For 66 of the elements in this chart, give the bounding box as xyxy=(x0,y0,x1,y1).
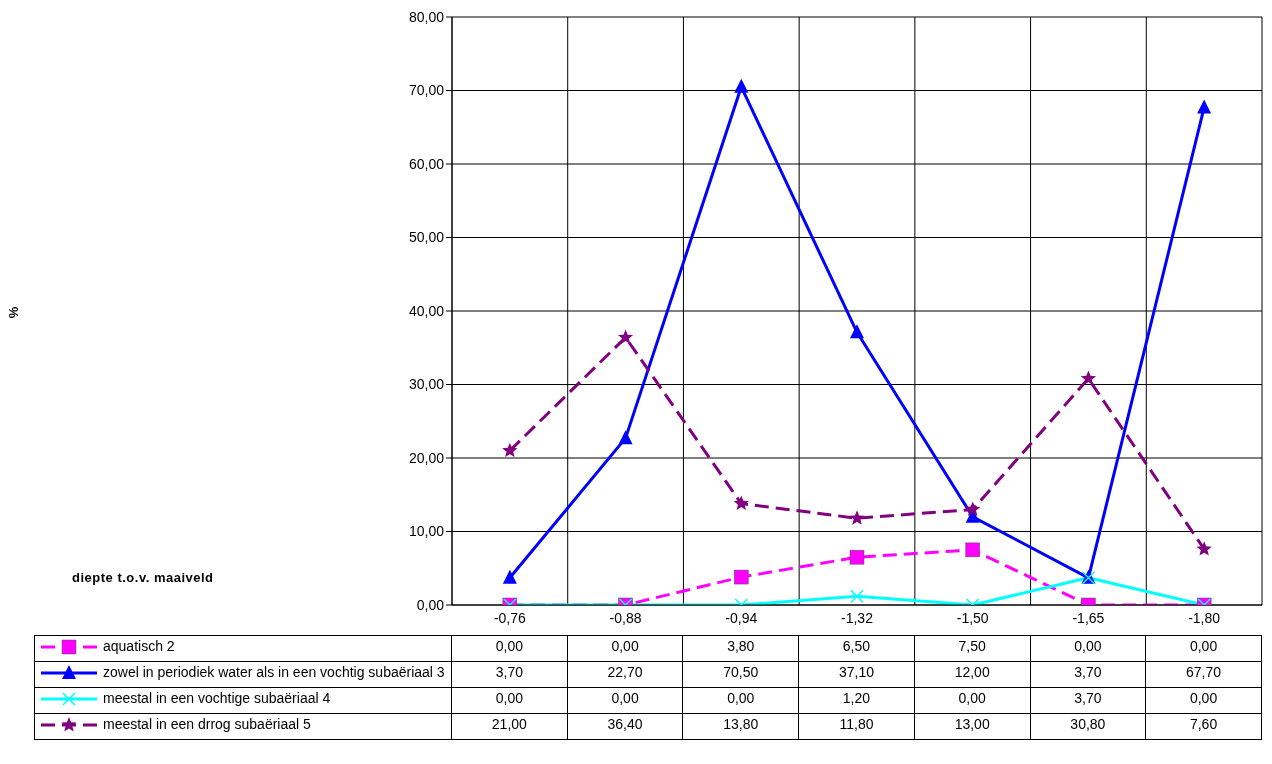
data-label: 6,50 xyxy=(798,635,915,662)
data-label: 13,80 xyxy=(682,713,799,740)
x-tick-label: -1,65 xyxy=(1072,609,1105,626)
y-tick-label: 0,00 xyxy=(416,596,445,613)
text: % xyxy=(5,305,23,321)
data-label: 70,50 xyxy=(682,661,799,688)
point xyxy=(965,542,980,558)
data-label: 3,70 xyxy=(451,661,568,688)
y-tick-label: 80,00 xyxy=(408,8,445,25)
data-label: 22,70 xyxy=(567,661,683,688)
y-tick-label: 20,00 xyxy=(408,449,445,466)
data-label: 37,10 xyxy=(798,661,915,688)
point xyxy=(849,510,865,525)
x-tick-label: -0,94 xyxy=(725,609,758,626)
x-tick-label: -1,32 xyxy=(841,609,874,626)
y-tick-label: 70,00 xyxy=(408,82,445,99)
data-label: 0,00 xyxy=(567,635,683,662)
y-tick-label: 40,00 xyxy=(408,302,445,319)
point xyxy=(965,501,981,516)
data-label: 0,00 xyxy=(451,687,568,714)
x-tick-label: -1,50 xyxy=(956,609,989,626)
data-label: 0,00 xyxy=(1145,635,1262,662)
point xyxy=(734,569,749,585)
data-label: 3,70 xyxy=(1030,661,1146,688)
data-label: 0,00 xyxy=(682,687,799,714)
data-label: 0,00 xyxy=(1145,687,1262,714)
point xyxy=(850,589,864,603)
data-label: 21,00 xyxy=(451,713,568,740)
data-label: 30,80 xyxy=(1030,713,1146,740)
text: diepte t.o.v. maaiveld xyxy=(72,570,214,585)
x-tick-label: -0,76 xyxy=(493,609,527,626)
legend-label: zowel in periodiek water als in een vochtig subaëriaal 3 xyxy=(103,664,445,680)
point xyxy=(733,495,749,511)
point xyxy=(850,324,864,339)
legend-label: meestal in een drrog subaëriaal 5 xyxy=(103,716,311,732)
data-label: 0,00 xyxy=(914,687,1031,714)
legend-label: meestal in een vochtige subaëriaal 4 xyxy=(103,690,331,706)
point xyxy=(502,569,517,584)
data-label: 36,40 xyxy=(567,713,683,740)
y-tick-label: 50,00 xyxy=(408,229,445,246)
data-label: 0,00 xyxy=(567,687,683,714)
data-label: 13,00 xyxy=(914,713,1031,740)
data-label: 7,50 xyxy=(914,635,1031,662)
point xyxy=(618,430,633,445)
point xyxy=(1197,99,1212,114)
y-tick-label: 60,00 xyxy=(408,155,445,172)
point xyxy=(1196,541,1212,556)
data-label: 67,70 xyxy=(1145,661,1262,688)
x-tick-label: -1,80 xyxy=(1188,609,1221,626)
data-label: 12,00 xyxy=(914,661,1031,688)
data-label: 3,80 xyxy=(682,635,799,662)
point xyxy=(617,329,634,344)
x-tick-label: -0,88 xyxy=(609,609,642,626)
data-label: 0,00 xyxy=(451,635,568,662)
y-tick-label: 30,00 xyxy=(408,376,445,393)
point xyxy=(734,78,749,93)
point xyxy=(1080,370,1097,386)
data-label: 7,60 xyxy=(1145,713,1262,740)
point xyxy=(849,549,865,565)
data-label: 1,20 xyxy=(798,687,915,714)
point xyxy=(502,442,518,458)
data-label: 3,70 xyxy=(1030,687,1146,714)
data-label: 0,00 xyxy=(1030,635,1146,662)
y-tick-label: 10,00 xyxy=(408,523,445,540)
legend-label: aquatisch 2 xyxy=(103,638,175,654)
data-label: 11,80 xyxy=(798,713,915,740)
